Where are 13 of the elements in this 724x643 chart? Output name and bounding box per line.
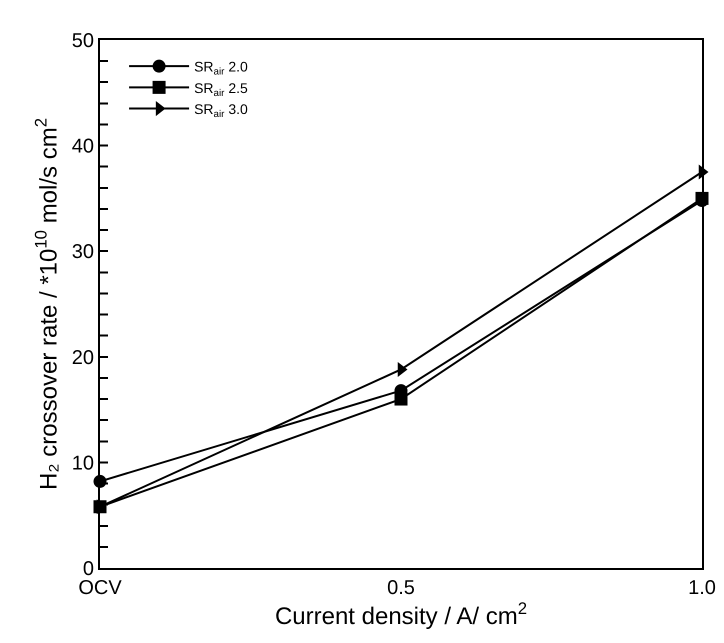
legend-label: SR$_{air}$ 2.5 <box>194 80 248 99</box>
y-tick-label: 50 <box>72 30 94 52</box>
y-tick-label: 20 <box>72 346 94 369</box>
y-tick-label: 0 <box>82 558 94 580</box>
x-axis-title: Current density / A/ cm$^{2}$ <box>274 599 528 630</box>
x-tick-label: 0.5 <box>387 577 415 599</box>
legend-label: SR$_{air}$ 3.0 <box>194 101 248 120</box>
y-tick-label: 40 <box>72 136 94 158</box>
x-tick-label: 1.0 <box>688 577 716 599</box>
legend-label: SR$_{air}$ 2.0 <box>194 58 248 78</box>
y-tick-label: 10 <box>72 452 94 474</box>
y-tick-label: 30 <box>72 241 94 264</box>
x-tick-label: OCV <box>78 577 122 599</box>
